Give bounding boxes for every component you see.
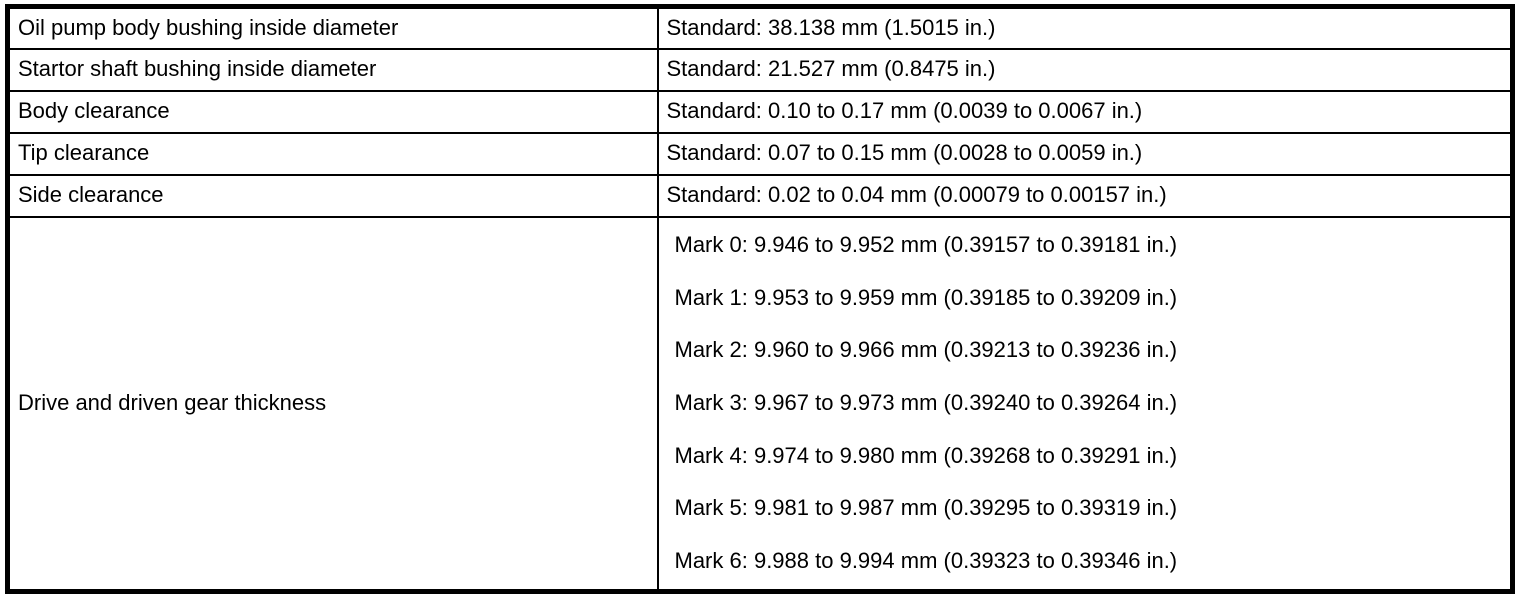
spec-value-cell: Standard: 38.138 mm (1.5015 in.)	[656, 5, 1514, 50]
table-row: Side clearance Standard: 0.02 to 0.04 mm…	[6, 173, 1514, 218]
table-row: Tip clearance Standard: 0.07 to 0.15 mm …	[6, 131, 1514, 176]
spec-label-cell: Drive and driven gear thickness	[6, 215, 659, 593]
gear-mark-line: Mark 1: 9.953 to 9.959 mm (0.39185 to 0.…	[674, 284, 1178, 310]
spec-value-cell: Standard: 0.07 to 0.15 mm (0.0028 to 0.0…	[656, 131, 1514, 176]
table-row: Oil pump body bushing inside diameter St…	[6, 5, 1514, 50]
gear-mark-line: Mark 2: 9.960 to 9.966 mm (0.39213 to 0.…	[674, 337, 1178, 363]
spec-table: Oil pump body bushing inside diameter St…	[5, 4, 1515, 594]
spec-label-cell: Tip clearance	[6, 131, 659, 176]
spec-label-cell: Oil pump body bushing inside diameter	[6, 5, 659, 50]
table-row-gear-thickness: Drive and driven gear thickness Mark 0: …	[6, 215, 1514, 593]
gear-mark-line: Mark 4: 9.974 to 9.980 mm (0.39268 to 0.…	[674, 442, 1178, 468]
gear-mark-line: Mark 3: 9.967 to 9.973 mm (0.39240 to 0.…	[674, 390, 1178, 416]
gear-mark-list: Mark 0: 9.946 to 9.952 mm (0.39157 to 0.…	[667, 219, 1503, 589]
gear-mark-line: Mark 0: 9.946 to 9.952 mm (0.39157 to 0.…	[674, 232, 1178, 258]
table-row: Startor shaft bushing inside diameter St…	[6, 47, 1514, 92]
spec-value-cell-multiline: Mark 0: 9.946 to 9.952 mm (0.39157 to 0.…	[656, 215, 1514, 593]
spec-value-cell: Standard: 0.02 to 0.04 mm (0.00079 to 0.…	[656, 173, 1514, 218]
spec-value-cell: Standard: 0.10 to 0.17 mm (0.0039 to 0.0…	[656, 89, 1514, 134]
spec-label-cell: Side clearance	[6, 173, 659, 218]
spec-value-cell: Standard: 21.527 mm (0.8475 in.)	[656, 47, 1514, 92]
gear-mark-line: Mark 5: 9.981 to 9.987 mm (0.39295 to 0.…	[674, 495, 1178, 521]
table-row: Body clearance Standard: 0.10 to 0.17 mm…	[6, 89, 1514, 134]
spec-label-cell: Startor shaft bushing inside diameter	[6, 47, 659, 92]
gear-mark-line: Mark 6: 9.988 to 9.994 mm (0.39323 to 0.…	[674, 547, 1178, 573]
spec-label-cell: Body clearance	[6, 89, 659, 134]
